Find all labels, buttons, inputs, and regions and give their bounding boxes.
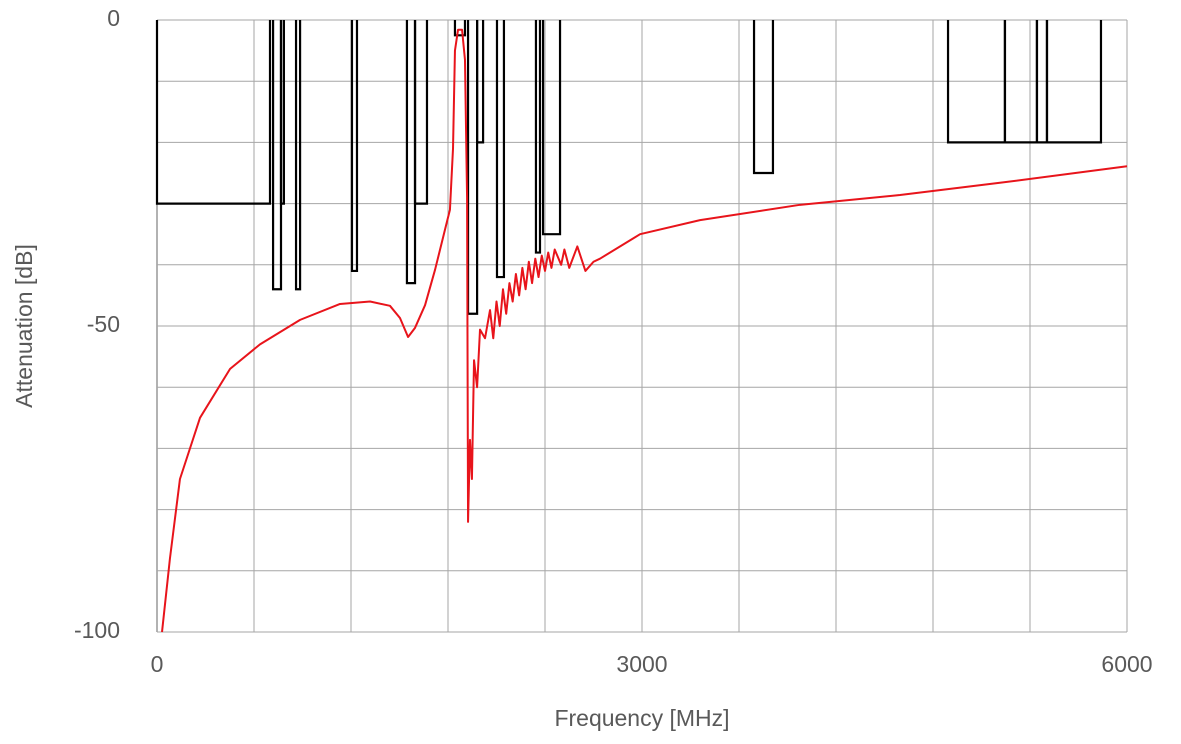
mask-band [271, 20, 283, 291]
mask-band [476, 20, 485, 144]
y-tick-label: -100 [74, 617, 120, 643]
mask-band [405, 20, 417, 285]
y-tick-label: 0 [107, 5, 120, 31]
mask-band [1045, 20, 1103, 144]
mask-band [155, 20, 272, 205]
mask-band [279, 20, 286, 205]
mask-band [466, 20, 479, 315]
mask-band [294, 20, 302, 291]
mask-band [752, 20, 775, 175]
x-tick-label: 6000 [1101, 651, 1152, 677]
mask-band [350, 20, 359, 273]
y-tick-label: -50 [87, 311, 120, 337]
x-tick-label: 3000 [616, 651, 667, 677]
y-axis-label: Attenuation [dB] [11, 244, 37, 408]
mask-band [534, 20, 542, 254]
mask-band [453, 20, 467, 37]
mask-band [495, 20, 506, 279]
mask-band [541, 20, 562, 236]
x-tick-label: 0 [151, 651, 164, 677]
x-axis-label: Frequency [MHz] [554, 705, 729, 731]
mask-band [413, 20, 429, 205]
attenuation-line [161, 28, 1128, 633]
